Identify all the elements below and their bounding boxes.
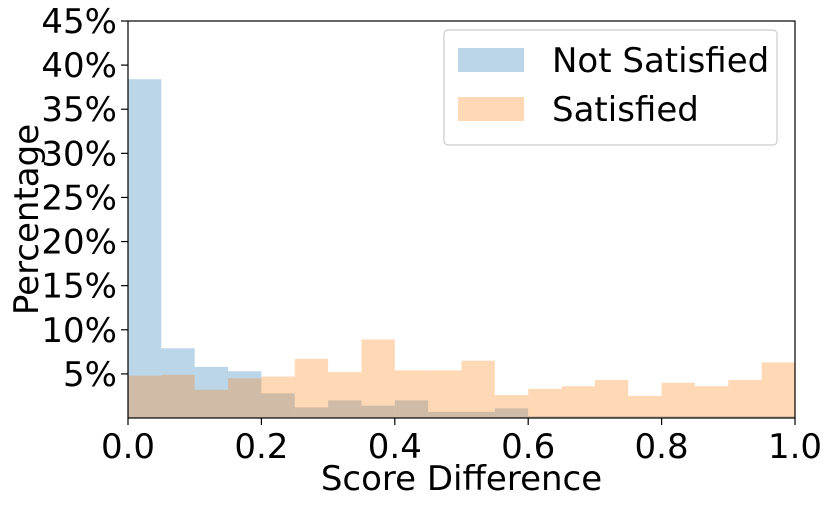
bar-not-satisfied-10: [461, 411, 495, 418]
legend-label-not-satisfied: Not Satisfied: [552, 41, 769, 81]
x-tick-label: 0.8: [635, 427, 689, 467]
y-tick-label: 15%: [41, 267, 117, 307]
bar-satisfied-8: [394, 370, 429, 418]
bar-not-satisfied-4: [261, 393, 295, 418]
x-tick-label: 0.0: [101, 427, 155, 467]
bar-not-satisfied-1: [161, 348, 195, 418]
bar-not-satisfied-7: [361, 405, 395, 418]
y-tick-label: 30%: [41, 134, 117, 174]
bar-satisfied-6: [328, 372, 362, 418]
plot-frame: [127, 20, 796, 419]
bar-not-satisfied-17: [694, 416, 729, 418]
bar-not-satisfied-18: [728, 416, 762, 418]
x-tick-label: 1.0: [768, 427, 822, 467]
bar-satisfied-16: [661, 382, 695, 418]
bar-satisfied-2: [194, 389, 229, 418]
bar-not-satisfied-2: [194, 366, 229, 418]
bar-not-satisfied-3: [228, 371, 262, 418]
bar-satisfied-0: [128, 375, 162, 418]
bar-satisfied-9: [428, 370, 462, 418]
bar-satisfied-18: [728, 380, 762, 418]
bar-not-satisfied-12: [528, 416, 562, 418]
bar-satisfied-3: [228, 378, 262, 418]
bar-not-satisfied-5: [294, 407, 329, 418]
bar-satisfied-15: [628, 395, 662, 418]
legend-label-satisfied: Satisfied: [552, 90, 699, 130]
bar-satisfied-17: [694, 386, 729, 418]
bar-satisfied-5: [294, 358, 329, 418]
bar-satisfied-11: [494, 395, 529, 418]
x-tick-label: 0.2: [234, 427, 288, 467]
y-tick-label: 5%: [63, 355, 117, 395]
bar-not-satisfied-6: [328, 400, 362, 418]
legend: Not Satisfied Satisfied: [443, 29, 778, 146]
series-satisfied: [128, 339, 795, 418]
bar-not-satisfied-14: [594, 416, 629, 418]
bar-satisfied-7: [361, 339, 395, 418]
y-tick-label: 35%: [41, 90, 117, 130]
bar-satisfied-14: [594, 380, 629, 418]
bar-not-satisfied-0: [128, 79, 162, 418]
bar-satisfied-19: [761, 362, 795, 418]
bar-not-satisfied-9: [428, 411, 462, 418]
bar-not-satisfied-16: [661, 416, 695, 418]
bar-satisfied-10: [461, 360, 495, 418]
y-tick-label: 25%: [41, 178, 117, 218]
y-tick-label: 45%: [41, 2, 117, 42]
bars-layer: [128, 79, 795, 418]
legend-swatch-satisfied: [458, 97, 524, 121]
x-tick-label: 0.4: [368, 427, 422, 467]
legend-box: [443, 29, 778, 146]
bar-not-satisfied-15: [628, 416, 662, 418]
y-tick-label: 10%: [41, 311, 117, 351]
bar-satisfied-13: [561, 386, 595, 418]
x-tick-label: 0.6: [501, 427, 555, 467]
bar-satisfied-12: [528, 388, 562, 418]
bar-satisfied-1: [161, 374, 195, 418]
y-tick-label: 20%: [41, 223, 117, 263]
y-tick-label: 40%: [41, 46, 117, 86]
ticks-layer: 0.0 0.2 0.4 0.6 0.8 1.0 5%10%15%20% 25%30%35%40…: [41, 2, 822, 467]
bar-not-satisfied-8: [394, 400, 429, 418]
x-axis-label: Score Difference: [321, 459, 602, 499]
y-axis-label: Percentage: [7, 124, 47, 315]
bar-satisfied-4: [261, 376, 295, 418]
legend-swatch-not-satisfied: [458, 48, 524, 72]
series-not-satisfied: [128, 79, 795, 418]
bar-not-satisfied-11: [494, 408, 529, 418]
bar-not-satisfied-13: [561, 416, 595, 418]
bar-not-satisfied-19: [761, 416, 795, 418]
